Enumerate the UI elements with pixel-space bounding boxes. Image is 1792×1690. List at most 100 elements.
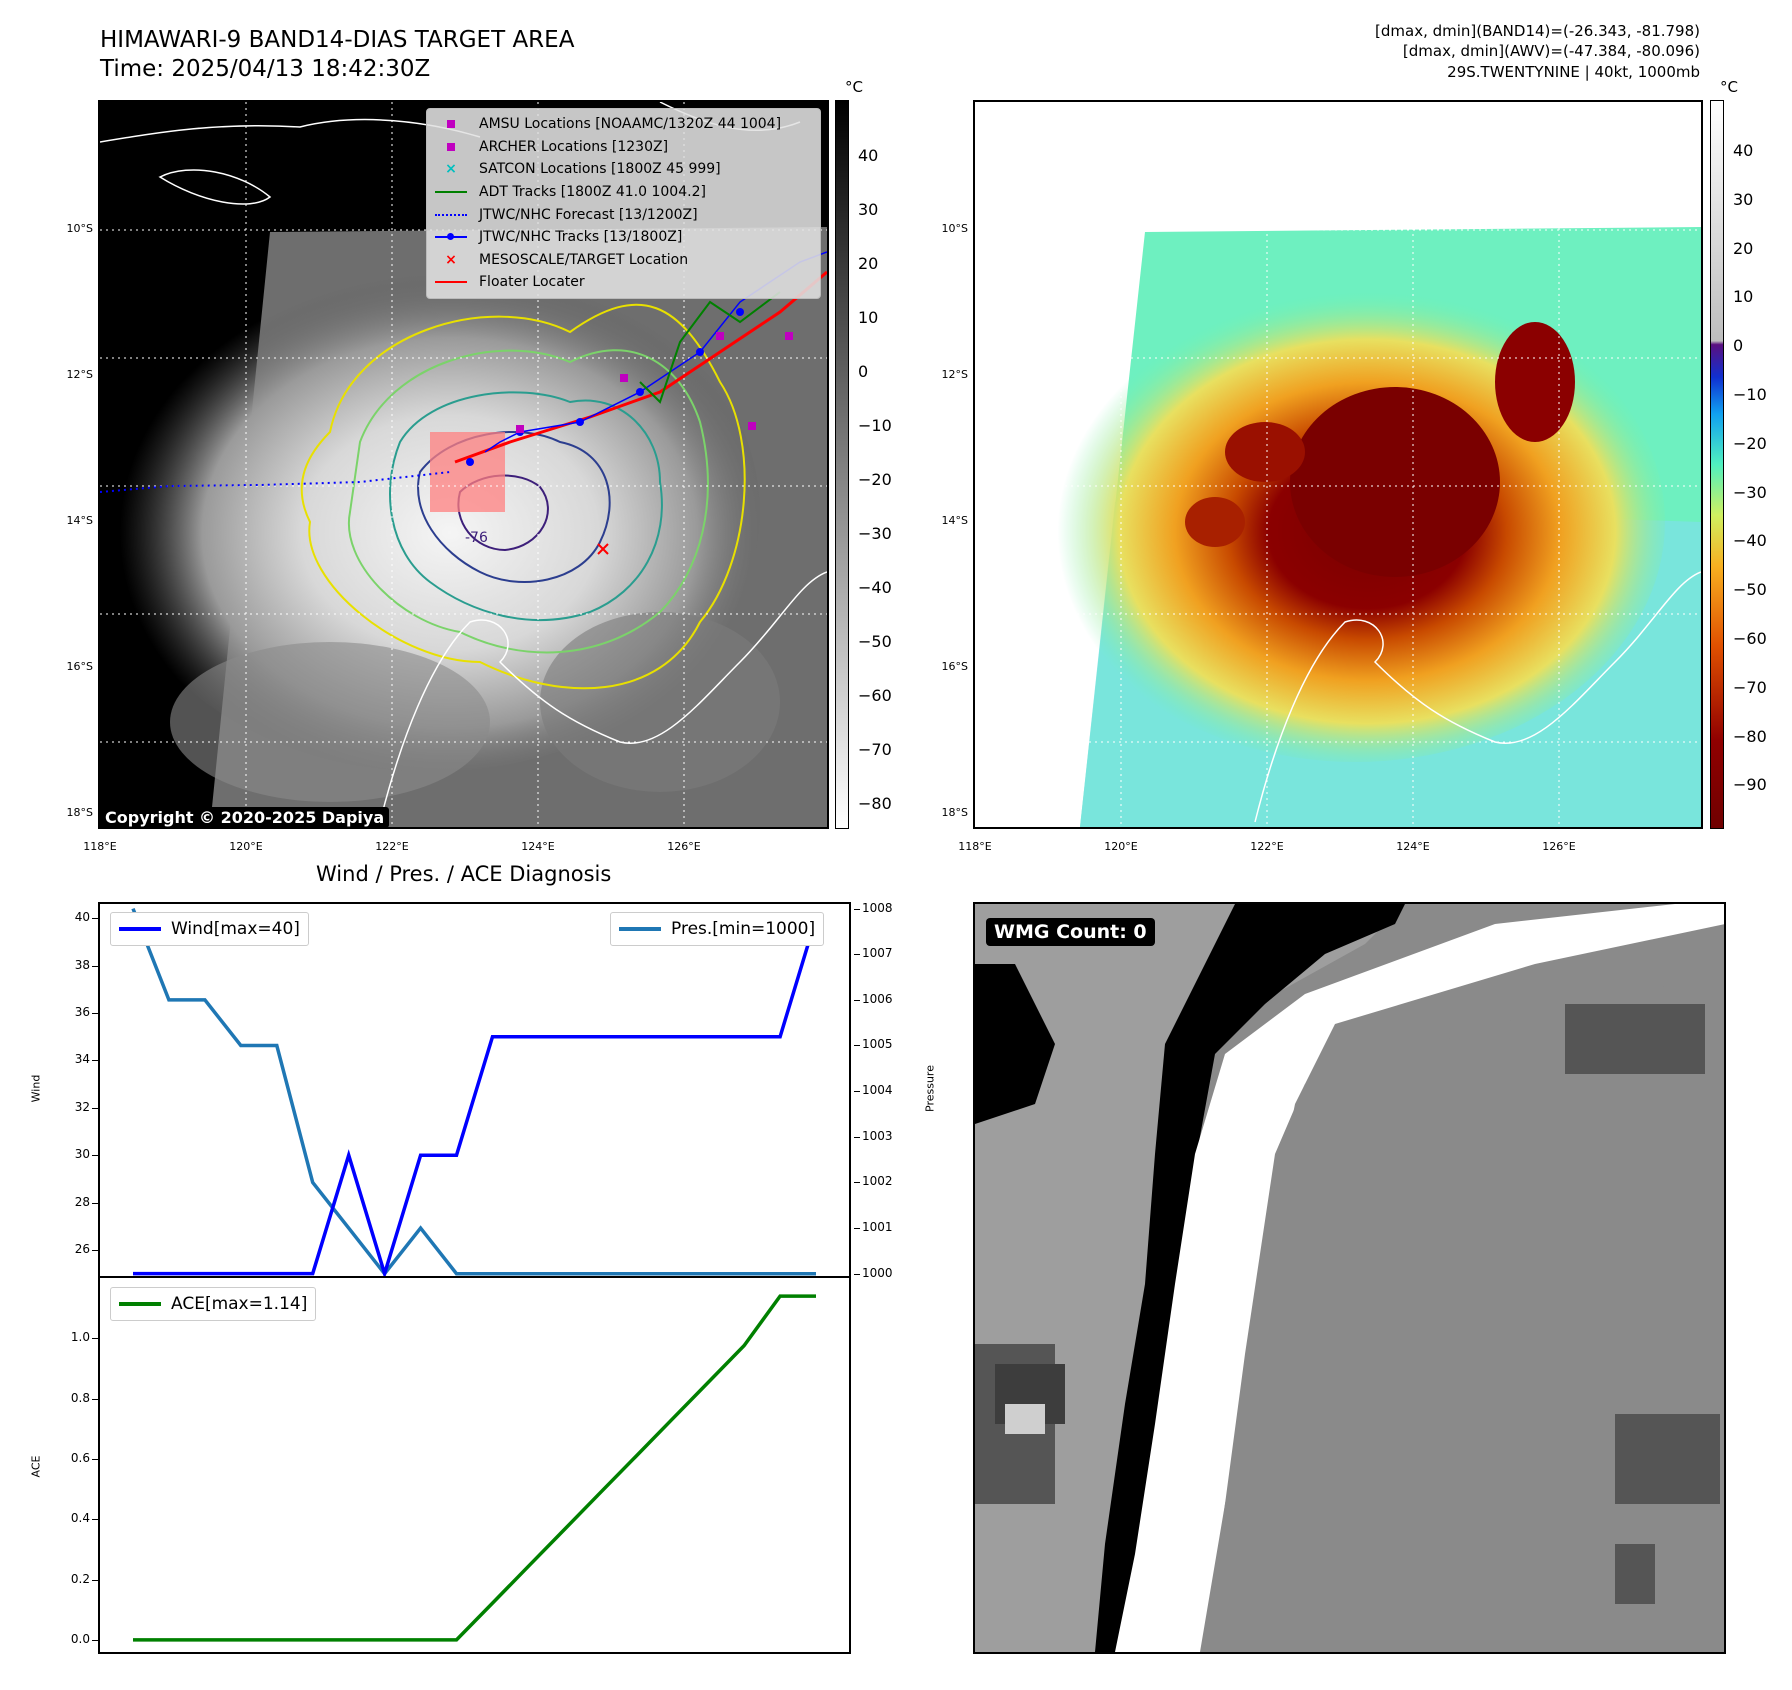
axis-tick-mark [92,1398,98,1400]
wind-legend: Wind[max=40] [110,912,309,946]
colorbar-tick-label: −80 [858,794,892,813]
colorbar-tick-label: −10 [858,416,892,435]
diagnosis-chart-frame [98,902,851,1654]
map-time: Time: 2025/04/13 18:42:30Z [100,56,431,82]
lon-label: 118°E [958,840,992,853]
axis-tick-mark [854,1182,860,1184]
color-ir-map [973,100,1703,829]
axis-tick-mark [92,1458,98,1460]
info-awv: [dmax, dmin](AWV)=(-47.384, -80.096) [1402,42,1700,60]
axis-tick-mark [92,1155,98,1157]
colorbar-tick-label: −30 [1733,482,1767,502]
wind-line [133,917,818,1276]
lat-label: 18°S [941,806,968,819]
axis-tick-mark [854,999,860,1001]
chart-title: Wind / Pres. / ACE Diagnosis [316,862,612,886]
colorbar-tick-label: 20 [858,254,879,273]
wind-pressure-plot [131,907,818,1276]
legend-item-satcon: × SATCON Locations [1800Z 45 999] [435,158,812,181]
pressure-legend: Pres.[min=1000] [610,912,825,946]
wind-axis-label: Wind [29,1074,43,1103]
lat-label: 14°S [941,514,968,527]
lon-label: 124°E [521,840,555,853]
axis-tick-label: 36 [74,1004,90,1019]
axis-tick-label: 0.2 [70,1571,90,1586]
colorbar-tick-label: 30 [858,200,879,219]
colorbar-unit-gray: °C [845,78,863,96]
x-marker-icon: × [445,251,457,268]
lon-label: 122°E [375,840,409,853]
axis-tick-mark [92,1107,98,1109]
colorbar-gray [835,100,849,829]
lon-label: 126°E [1542,840,1576,853]
colorbar-tick-label: 40 [1733,141,1754,160]
copyright-label: Copyright © 2020-2025 Dapiya [100,807,390,828]
axis-tick-label: 1004 [862,1083,893,1098]
colorbar-tick-label: −40 [1733,531,1767,551]
ace-plot [133,1294,816,1642]
legend-item-amsu: AMSU Locations [NOAAMC/1320Z 44 1004] [435,113,812,136]
colorbar-tick-label: −20 [858,470,892,489]
axis-tick-mark [854,1273,860,1275]
axis-tick-label: 0.8 [70,1390,90,1405]
axis-tick-label: 32 [74,1099,90,1114]
ace-line [133,1294,816,1642]
colorbar-tick-label: −20 [1733,433,1767,453]
axis-tick-label: 0.6 [70,1450,90,1465]
legend-item-jtwc-tracks: JTWC/NHC Tracks [13/1800Z] [435,226,812,249]
info-band14: [dmax, dmin](BAND14)=(-26.343, -81.798) [1375,22,1700,40]
wind-line-icon [119,927,161,931]
lon-label: 120°E [1104,840,1138,853]
lat-label: 10°S [66,222,93,235]
dotted-line-icon [435,208,467,222]
axis-tick-label: 1002 [862,1174,893,1189]
colorbar-tick-label: 0 [858,362,869,381]
axis-tick-label: 34 [74,1052,90,1067]
map-title: HIMAWARI-9 BAND14-DIAS TARGET AREA [100,27,575,53]
axis-tick-mark [92,1249,98,1251]
info-storm: 29S.TWENTYNINE | 40kt, 1000mb [1447,63,1700,81]
lat-label: 14°S [66,514,93,527]
contour-label: -76 [465,530,488,546]
lat-label: 16°S [66,660,93,673]
line-dot-marker-icon [435,230,467,244]
legend-item-jtwc-forecast: JTWC/NHC Forecast [13/1200Z] [435,203,812,226]
chart-divider [98,1276,851,1278]
colorbar-tick-label: 10 [858,308,879,327]
axis-tick-label: 1000 [862,1265,893,1280]
axis-tick-label: 1008 [862,900,893,915]
lon-label: 118°E [83,840,117,853]
axis-tick-label: 1003 [862,1128,893,1143]
axis-tick-mark [854,1045,860,1047]
lat-label: 18°S [66,806,93,819]
ace-legend: ACE[max=1.14] [110,1287,317,1321]
axis-tick-label: 1005 [862,1037,893,1052]
colorbar-tick-label: −70 [1733,677,1767,697]
line-marker-icon [435,185,467,199]
colorbar-tick-label: −40 [858,578,892,597]
line-marker-icon [435,275,467,289]
colorbar-tick-label: −10 [1733,385,1767,404]
axis-tick-mark [854,1091,860,1093]
axis-tick-mark [92,965,98,967]
axis-tick-mark [92,1202,98,1204]
axis-tick-label: 40 [74,910,90,925]
axis-tick-label: 0.4 [70,1511,90,1526]
axis-tick-mark [854,908,860,910]
wmg-count-badge: WMG Count: 0 [986,918,1155,946]
colorbar-tick-label: −90 [1733,775,1767,795]
colorbar-tick-label: −60 [1733,629,1767,648]
pressure-line [131,907,816,1276]
lon-label: 124°E [1396,840,1430,853]
square-marker-icon [435,117,467,131]
axis-tick-label: 30 [74,1147,90,1162]
axis-tick-mark [92,1060,98,1062]
lon-label: 126°E [667,840,701,853]
axis-tick-mark [92,1519,98,1521]
legend-item-archer: ARCHER Locations [1230Z] [435,136,812,159]
axis-tick-label: 1.0 [70,1330,90,1345]
colorbar-tick-label: −70 [858,740,892,759]
axis-tick-mark [854,1136,860,1138]
colorbar-tick-label: 30 [1733,189,1754,209]
colorbar-tick-label: −30 [858,524,892,543]
